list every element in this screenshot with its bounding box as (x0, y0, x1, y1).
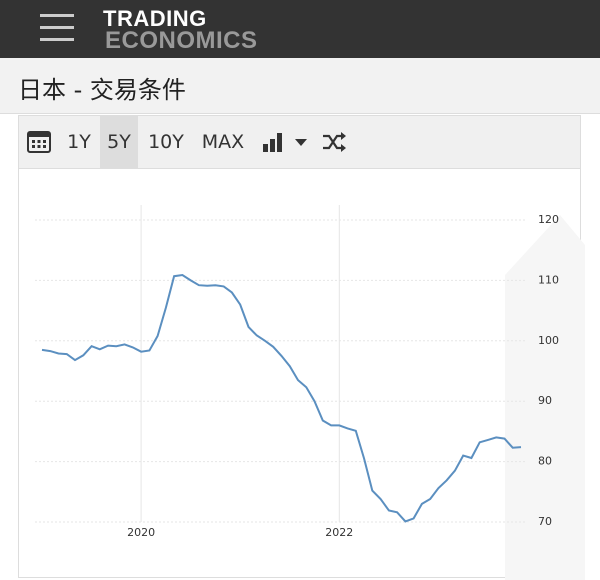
range-button[interactable]: 10Y (148, 131, 184, 153)
page-title: 日本 - 交易条件 (18, 76, 186, 104)
logo-line[interactable]: TRADING (103, 6, 207, 31)
title-bar: 日本 - 交易条件 (0, 58, 600, 114)
toolbar: 1Y 5Y 10Y MAX (18, 115, 581, 169)
top-bar: TRADING ECONOMICS (0, 0, 600, 58)
shuffle-icon[interactable] (321, 130, 347, 154)
chart-panel (18, 169, 581, 578)
chart-type-icon[interactable] (261, 130, 285, 154)
range-button[interactable]: 1Y (67, 131, 91, 153)
calendar-icon[interactable] (27, 129, 53, 155)
dropdown-icon[interactable] (293, 135, 309, 151)
range-button[interactable]: MAX (201, 131, 245, 153)
range-button[interactable]: 5Y (100, 116, 138, 168)
menu-icon[interactable] (40, 13, 80, 43)
logo-line[interactable]: ECONOMICS (105, 27, 258, 54)
